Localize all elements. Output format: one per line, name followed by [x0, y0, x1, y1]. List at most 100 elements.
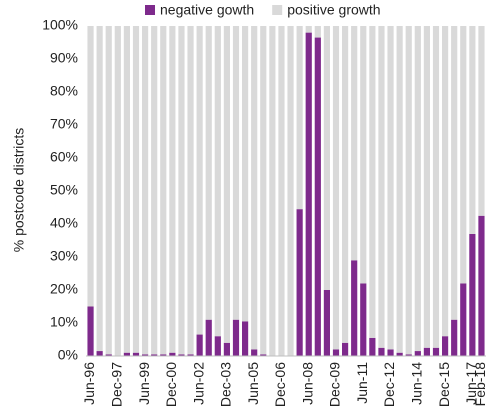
x-tick-label: Dec-06 [272, 362, 288, 407]
bar-segment [205, 319, 212, 356]
bar-segment [323, 26, 330, 290]
bar-segment [87, 26, 94, 307]
bar-segment [187, 354, 194, 356]
bar-segment [442, 336, 449, 356]
y-tick-label: 70% [50, 116, 78, 132]
x-tick-label: Dec-00 [163, 362, 179, 407]
x-tick-label: Jun-05 [245, 362, 261, 405]
bar-segment [242, 321, 249, 356]
bar-segment [296, 209, 303, 356]
bar-segment [332, 26, 340, 350]
bar-segment [160, 354, 167, 356]
bar-segment [123, 26, 130, 353]
x-tick-label: Dec-09 [327, 362, 343, 407]
y-tick-label: 60% [50, 149, 78, 165]
bar-segment [442, 26, 449, 337]
x-tick-label: Dec-97 [109, 362, 125, 407]
bar-segment [332, 349, 340, 356]
bar-segment [187, 26, 194, 355]
bar-segment [160, 26, 167, 355]
bar-segment [432, 26, 440, 348]
bar-segment [460, 26, 467, 284]
bar-segment [96, 351, 103, 356]
bar-segment [178, 354, 185, 356]
bar-segment [87, 306, 94, 356]
bar-segment [469, 233, 476, 356]
bar-segment [132, 26, 140, 353]
x-tick-label: Jun-14 [409, 362, 425, 405]
bar-segment [360, 283, 367, 356]
bar-segment [351, 26, 358, 261]
x-tick-label: Jun-11 [354, 362, 370, 404]
x-tick-label: Jun-17 [463, 362, 479, 405]
y-tick-label: 50% [50, 182, 78, 198]
bar-segment [351, 260, 358, 356]
bar-segment [251, 26, 258, 350]
bar-segment [323, 290, 330, 356]
bar-segment [96, 26, 103, 352]
legend-label: positive growth [287, 2, 380, 18]
x-tick-label: Dec-03 [218, 362, 234, 407]
bar-segment [314, 37, 321, 357]
bar-segment [251, 349, 258, 356]
bar-segment [214, 336, 221, 356]
y-tick-label: 80% [50, 83, 78, 99]
bar-segment [360, 26, 367, 284]
bar-segment [469, 26, 476, 234]
bar-segment [460, 283, 467, 356]
bar-segment [169, 26, 176, 353]
bar-segment [387, 349, 394, 356]
legend-swatch [145, 5, 155, 15]
x-tick-label: Dec-15 [436, 362, 452, 407]
bar-segment [378, 347, 385, 356]
y-tick-label: 10% [50, 314, 78, 330]
x-tick-label: Jun-08 [299, 362, 315, 405]
bar-segment [478, 215, 485, 356]
y-tick-label: 0% [58, 347, 78, 363]
x-tick-label: Jun-99 [136, 362, 152, 405]
y-tick-label: 30% [50, 248, 78, 264]
bar-segment [405, 354, 412, 356]
bar-segment [232, 319, 240, 356]
bar-segment [396, 352, 403, 356]
bar-segment [296, 26, 303, 210]
bar-segment [232, 26, 240, 320]
bar-segment [305, 26, 312, 33]
bar-segment [196, 26, 203, 335]
x-tick-label: Dec-12 [381, 362, 397, 407]
bar-segment [423, 347, 430, 356]
bar-segment [305, 32, 312, 356]
bar-segment [114, 26, 121, 356]
bar-segment [223, 26, 230, 343]
bar-segment [387, 26, 394, 350]
legend-swatch [272, 5, 283, 15]
bar-segment [260, 26, 267, 355]
bar-segment [451, 319, 458, 356]
bar-segment [396, 26, 403, 353]
y-tick-label: 90% [50, 50, 78, 66]
bar-segment [378, 26, 385, 348]
bar-segment [369, 337, 376, 356]
bar-segment [414, 351, 421, 356]
bar-segment [451, 26, 458, 320]
bar-segment [178, 26, 185, 355]
bar-segment [405, 26, 412, 355]
bar-segment [369, 26, 376, 338]
y-tick-label: 40% [50, 215, 78, 231]
bar-segment [269, 26, 276, 356]
bar-segment [132, 352, 140, 356]
bar-segment [123, 352, 130, 356]
x-tick-label: Jun-02 [190, 362, 206, 405]
bar-segment [414, 26, 421, 352]
legend-label: negative gowth [160, 2, 254, 18]
bar-segment [278, 26, 285, 356]
bar-segment [242, 26, 249, 322]
bar-segment [423, 26, 430, 348]
bar-segment [105, 354, 112, 356]
bar-segment [151, 26, 158, 355]
bar-segment [287, 26, 294, 356]
bar-segment [223, 342, 230, 356]
bar-segment [432, 347, 440, 356]
